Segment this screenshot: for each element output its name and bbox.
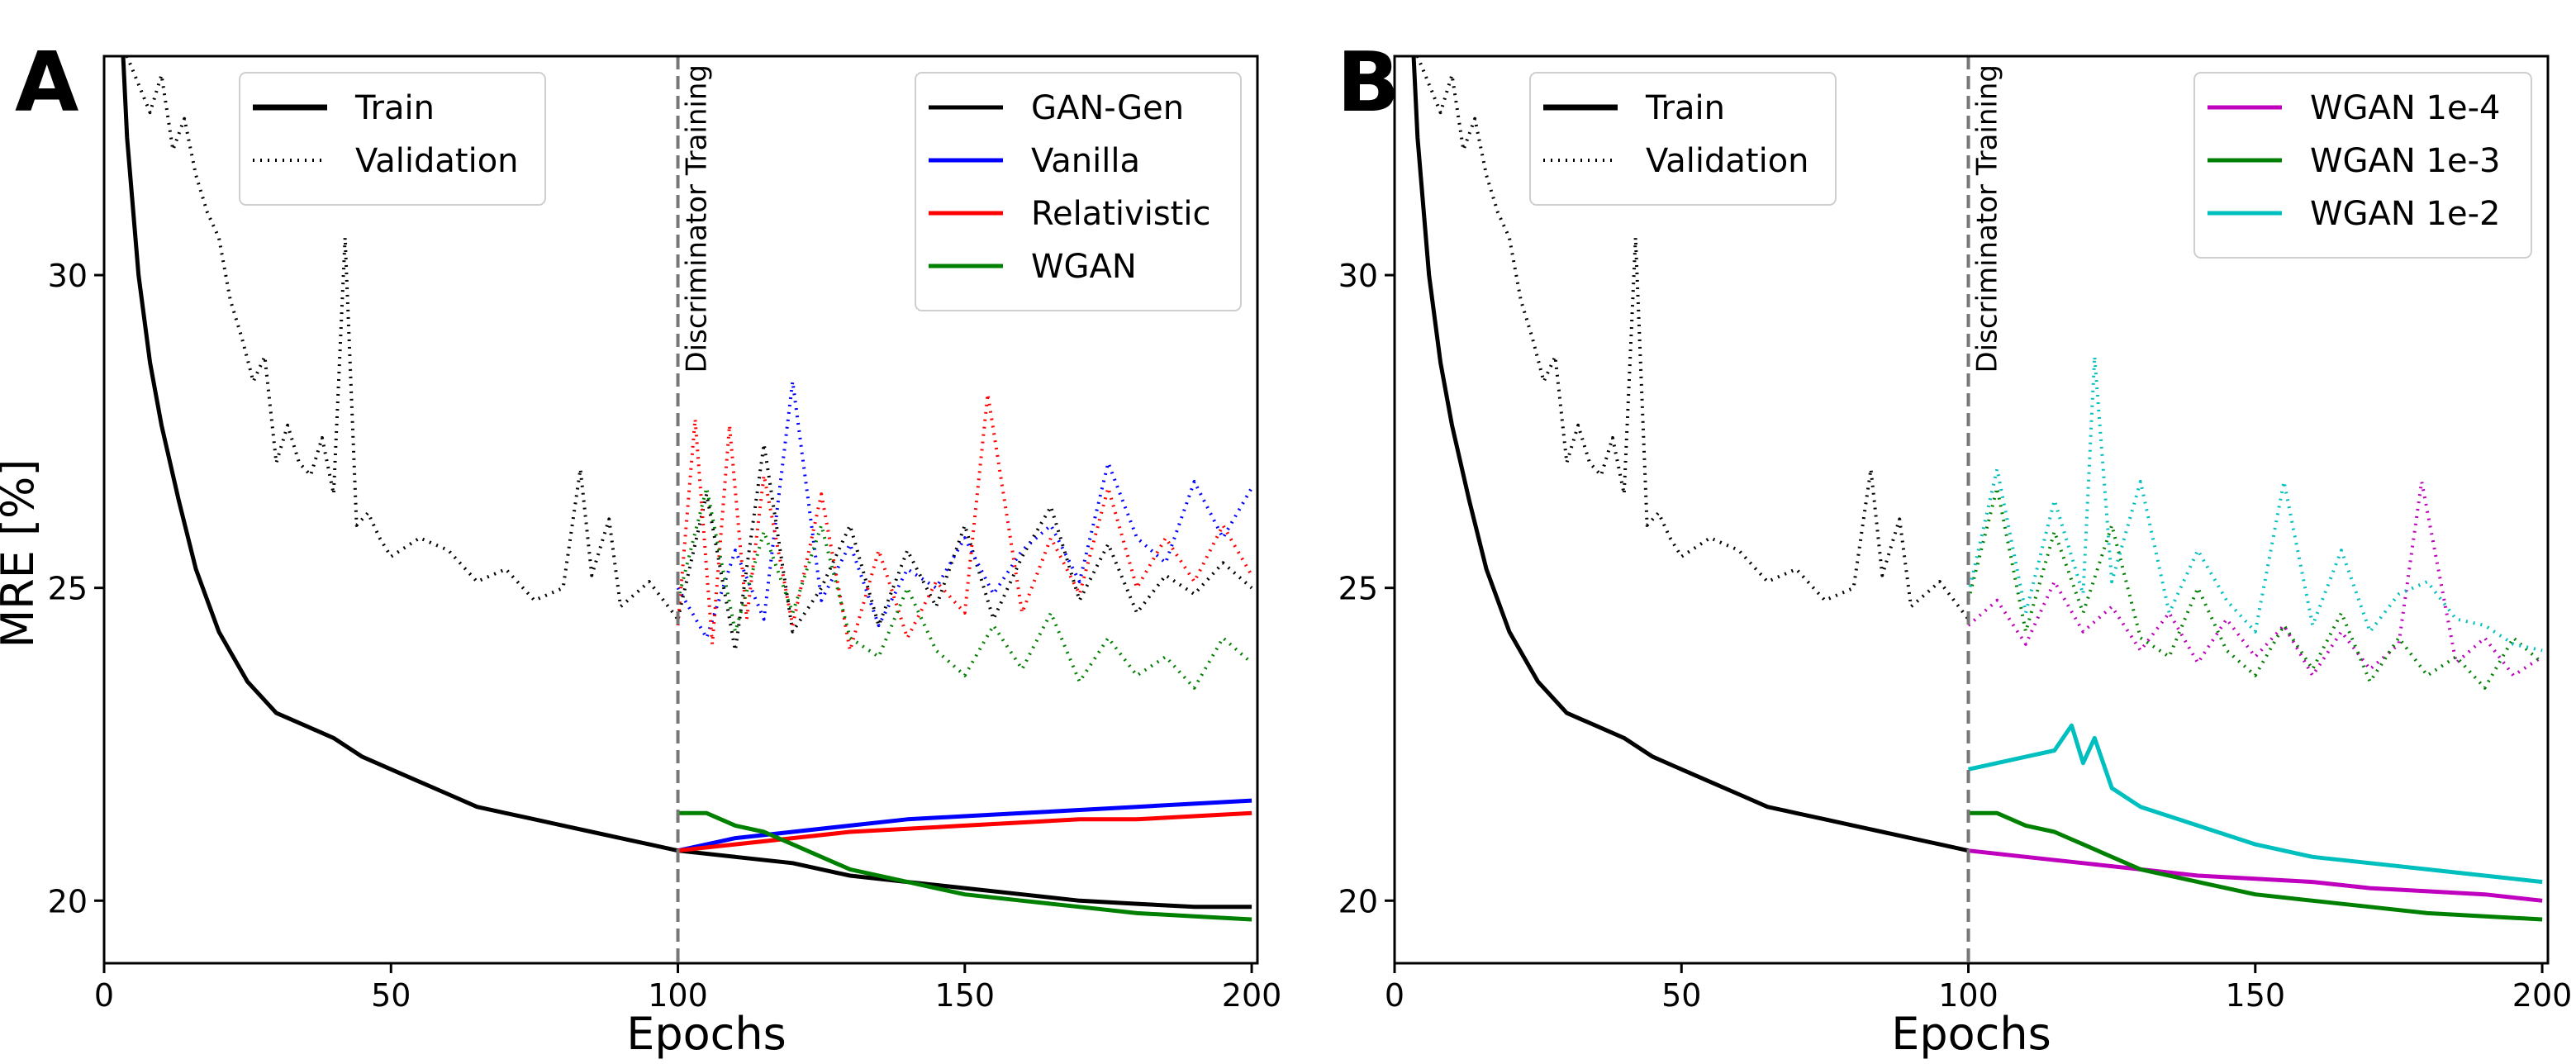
wgan-1e-3-validation-line [1966,486,2544,690]
legend-label: GAN-Gen [1031,89,1184,127]
wgan-1e-4-train-line [1968,848,2543,903]
wgan-1e-2-validation-line [1966,354,2543,653]
wgan-1e-4-validation-line [1967,479,2544,677]
baseline-train-line [1411,56,1970,853]
x-tick-label: 50 [1661,977,1701,1014]
x-tick-label: 100 [648,977,708,1014]
x-tick-label: 0 [1385,977,1404,1014]
wgan-validation-line [676,486,1253,690]
gan-gen-train-line [677,848,1252,910]
y-axis-label: MRE [%] [0,459,44,648]
x-tick-label: 50 [371,977,411,1014]
x-axis-label: Epochs [626,1008,786,1060]
x-axis-label: Epochs [1891,1008,2051,1060]
gan-gen-validation-line [676,442,1253,653]
y-tick-label: 30 [1338,258,1378,294]
x-tick-label: 200 [2512,977,2573,1014]
legend-label: WGAN 1e-4 [2310,89,2501,127]
panel-label: A [15,34,78,131]
x-tick-label: 100 [1938,977,1999,1014]
x-tick-label: 150 [2226,977,2286,1014]
wgan-train-line [677,810,1252,922]
axes-frame [102,55,1259,965]
plot-area [1411,56,2544,922]
relativistic-train-line [677,810,1252,853]
panel-label: B [1337,34,1400,131]
legend-label: Validation [1646,142,1809,180]
baseline-train-line [121,56,679,853]
legend-label: Train [354,89,435,127]
legend-label: WGAN [1031,248,1137,286]
legend-label: Vanilla [1031,142,1140,180]
wgan-1e-2-train-line [1967,723,2543,885]
y-tick-label: 25 [48,571,88,607]
y-tick-label: 25 [1338,571,1378,607]
wgan-1e-3-train-line [1968,810,2543,922]
panel-a: A Epochs MRE [%] Discriminator Training 0… [0,34,1282,1060]
baseline-validation-line [1415,56,1970,620]
axes-frame [1393,55,2550,965]
x-tick-label: 0 [94,977,114,1014]
y-tick-label: 20 [1338,883,1378,919]
legend-label: Validation [355,142,519,180]
legend-label: WGAN 1e-3 [2310,142,2501,180]
x-tick-label: 200 [1222,977,1282,1014]
vanilla-validation-line [676,379,1253,640]
y-tick-label: 30 [48,258,88,294]
legend-label: WGAN 1e-2 [2310,195,2501,233]
baseline-validation-line [125,56,680,620]
plot-area [121,56,1253,922]
discriminator-annotation: Discriminator Training [1971,64,2004,373]
relativistic-validation-line [676,392,1253,653]
legend-label: Relativistic [1031,195,1210,233]
y-tick-label: 20 [48,883,88,919]
panel-b: B Epochs Discriminator Training 0 50 100 150… [1337,34,2573,1060]
x-tick-label: 150 [935,977,996,1014]
legend-label: Train [1645,89,1725,127]
discriminator-annotation: Discriminator Training [681,64,714,373]
model-legend [915,72,1242,311]
